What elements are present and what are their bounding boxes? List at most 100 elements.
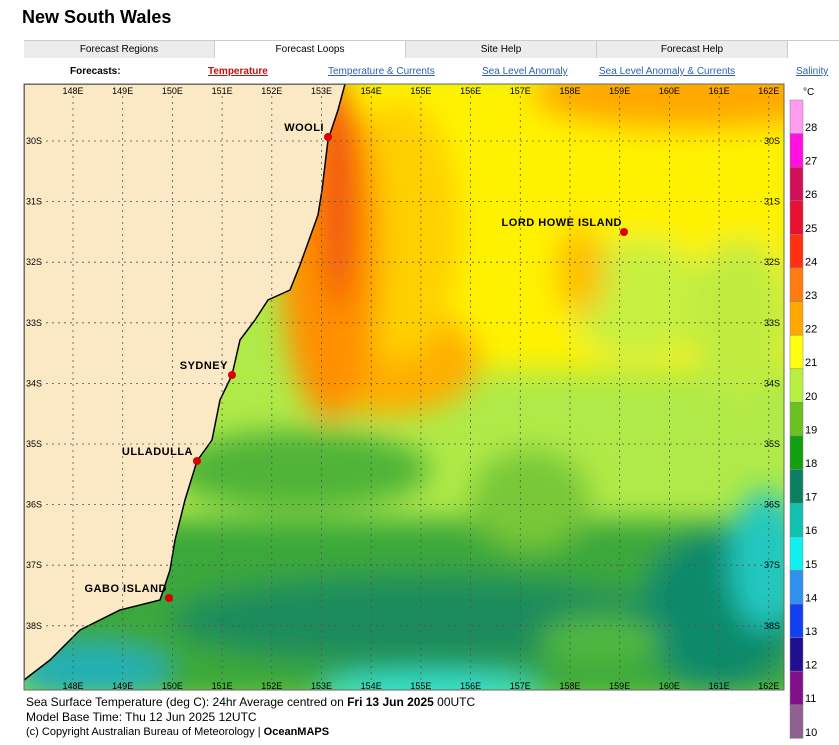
colorbar-swatch bbox=[789, 334, 804, 370]
lon-label: 155E bbox=[410, 681, 431, 691]
lon-label: 158E bbox=[559, 681, 580, 691]
colorbar-unit: °C bbox=[803, 87, 814, 98]
forecast-link[interactable]: Sea Level Anomaly & Currents bbox=[599, 66, 736, 77]
colorbar-swatch bbox=[789, 166, 804, 202]
lat-label: 37S bbox=[764, 560, 780, 570]
lat-label: 36S bbox=[764, 500, 780, 510]
lat-label: 33S bbox=[764, 318, 780, 328]
colorbar-swatch bbox=[789, 435, 804, 470]
place-marker bbox=[228, 371, 236, 379]
lon-label: 153E bbox=[311, 86, 332, 96]
forecast-link[interactable]: Salinity bbox=[796, 66, 829, 77]
place-label: SYDNEY bbox=[180, 360, 228, 372]
lon-label: 151E bbox=[212, 86, 233, 96]
colorbar-label: 17 bbox=[805, 492, 817, 504]
lon-label: 161E bbox=[709, 681, 730, 691]
forecast-link[interactable]: Temperature bbox=[208, 66, 268, 77]
colorbar-swatch bbox=[789, 133, 804, 168]
lon-label: 151E bbox=[212, 681, 233, 691]
colorbar-swatch bbox=[789, 368, 804, 403]
forecast-links: Forecasts: Temperature Temperature & Curr… bbox=[24, 60, 839, 82]
lat-label: 37S bbox=[26, 560, 42, 570]
colorbar-swatch bbox=[789, 502, 804, 538]
colorbar-swatch bbox=[789, 670, 804, 706]
caption-text: Sea Surface Temperature (deg C): 24hr Av… bbox=[26, 695, 344, 709]
place-marker bbox=[193, 457, 201, 465]
colorbar-swatch bbox=[789, 536, 804, 571]
lat-label: 30S bbox=[764, 136, 780, 146]
sst-field bbox=[24, 84, 784, 690]
lon-label: 149E bbox=[112, 681, 133, 691]
place-label: ULLADULLA bbox=[122, 446, 193, 458]
lat-label: 30S bbox=[26, 136, 42, 146]
place-label: GABO ISLAND bbox=[85, 583, 168, 595]
lat-label: 38S bbox=[764, 621, 780, 631]
tab[interactable]: Forecast Loops bbox=[215, 41, 406, 58]
colorbar-label: 28 bbox=[805, 122, 817, 134]
colorbar-swatch bbox=[789, 469, 804, 504]
tab[interactable]: Forecast Regions bbox=[24, 41, 215, 58]
lon-label: 159E bbox=[609, 86, 630, 96]
lon-label: 159E bbox=[609, 681, 630, 691]
colorbar-label: 13 bbox=[805, 626, 817, 638]
tab[interactable]: Site Help bbox=[406, 41, 597, 58]
lat-label: 35S bbox=[26, 439, 42, 449]
copyright: (c) Copyright Australian Bureau of Meteo… bbox=[26, 726, 261, 738]
forecast-link[interactable]: Sea Level Anomaly bbox=[482, 66, 568, 77]
lon-label: 160E bbox=[659, 681, 680, 691]
caption-date: Fri 13 Jun 2025 bbox=[347, 695, 434, 709]
land bbox=[24, 84, 346, 681]
brand: OceanMAPS bbox=[263, 726, 330, 738]
caption-line: Model Base Time: Thu 12 Jun 2025 12UTC bbox=[26, 710, 257, 724]
lon-label: 158E bbox=[559, 86, 580, 96]
lat-label: 32S bbox=[764, 257, 780, 267]
colorbar-swatch bbox=[789, 99, 804, 134]
colorbar-swatch bbox=[789, 402, 804, 437]
colorbar-label: 22 bbox=[805, 324, 817, 336]
colorbar-label: 20 bbox=[805, 391, 817, 403]
lat-label: 36S bbox=[26, 500, 42, 510]
lon-label: 153E bbox=[311, 681, 332, 691]
tab-bar: Forecast Regions Forecast Loops Site Help F… bbox=[24, 40, 839, 58]
place-marker bbox=[324, 133, 332, 141]
colorbar-label: 16 bbox=[805, 525, 817, 537]
colorbar-label: 12 bbox=[805, 660, 817, 672]
lon-label: 157E bbox=[510, 86, 531, 96]
colorbar-swatch bbox=[789, 704, 804, 739]
lon-label: 156E bbox=[460, 86, 481, 96]
colorbar-label: 19 bbox=[805, 424, 817, 436]
page-title: New South Wales bbox=[22, 7, 172, 27]
lon-label: 152E bbox=[261, 681, 282, 691]
colorbar-label: 27 bbox=[805, 156, 817, 168]
caption-line: Sea Surface Temperature (deg C): 24hr Av… bbox=[26, 695, 475, 710]
colorbar-label: 26 bbox=[805, 189, 817, 201]
place-marker bbox=[165, 594, 173, 602]
caption: Sea Surface Temperature (deg C): 24hr Av… bbox=[26, 695, 475, 740]
colorbar-label: 18 bbox=[805, 458, 817, 470]
colorbar-label: 21 bbox=[805, 357, 817, 369]
colorbar-swatch bbox=[789, 637, 804, 672]
caption-line: (c) Copyright Australian Bureau of Meteo… bbox=[26, 725, 475, 740]
lat-label: 31S bbox=[26, 197, 42, 207]
colorbar-label: 24 bbox=[805, 256, 817, 268]
forecast-link[interactable]: Temperature & Currents bbox=[328, 66, 435, 77]
forecasts-label: Forecasts: bbox=[70, 66, 121, 77]
lat-label: 35S bbox=[764, 439, 780, 449]
colorbar-label: 25 bbox=[805, 223, 817, 235]
lat-label: 33S bbox=[26, 318, 42, 328]
colorbar-swatch bbox=[789, 200, 804, 235]
lon-label: 152E bbox=[261, 86, 282, 96]
lon-label: 160E bbox=[659, 86, 680, 96]
lon-label: 155E bbox=[410, 86, 431, 96]
colorbar-label: 10 bbox=[805, 727, 817, 739]
lon-label: 150E bbox=[162, 86, 183, 96]
place-label: LORD HOWE ISLAND bbox=[502, 217, 622, 229]
colorbar-label: 11 bbox=[805, 693, 816, 705]
lat-label: 34S bbox=[764, 378, 780, 388]
colorbar-label: 14 bbox=[805, 592, 817, 604]
lon-label: 148E bbox=[62, 86, 83, 96]
tab[interactable]: Forecast Help bbox=[597, 41, 788, 58]
lat-label: 38S bbox=[26, 621, 42, 631]
lon-label: 161E bbox=[709, 86, 730, 96]
